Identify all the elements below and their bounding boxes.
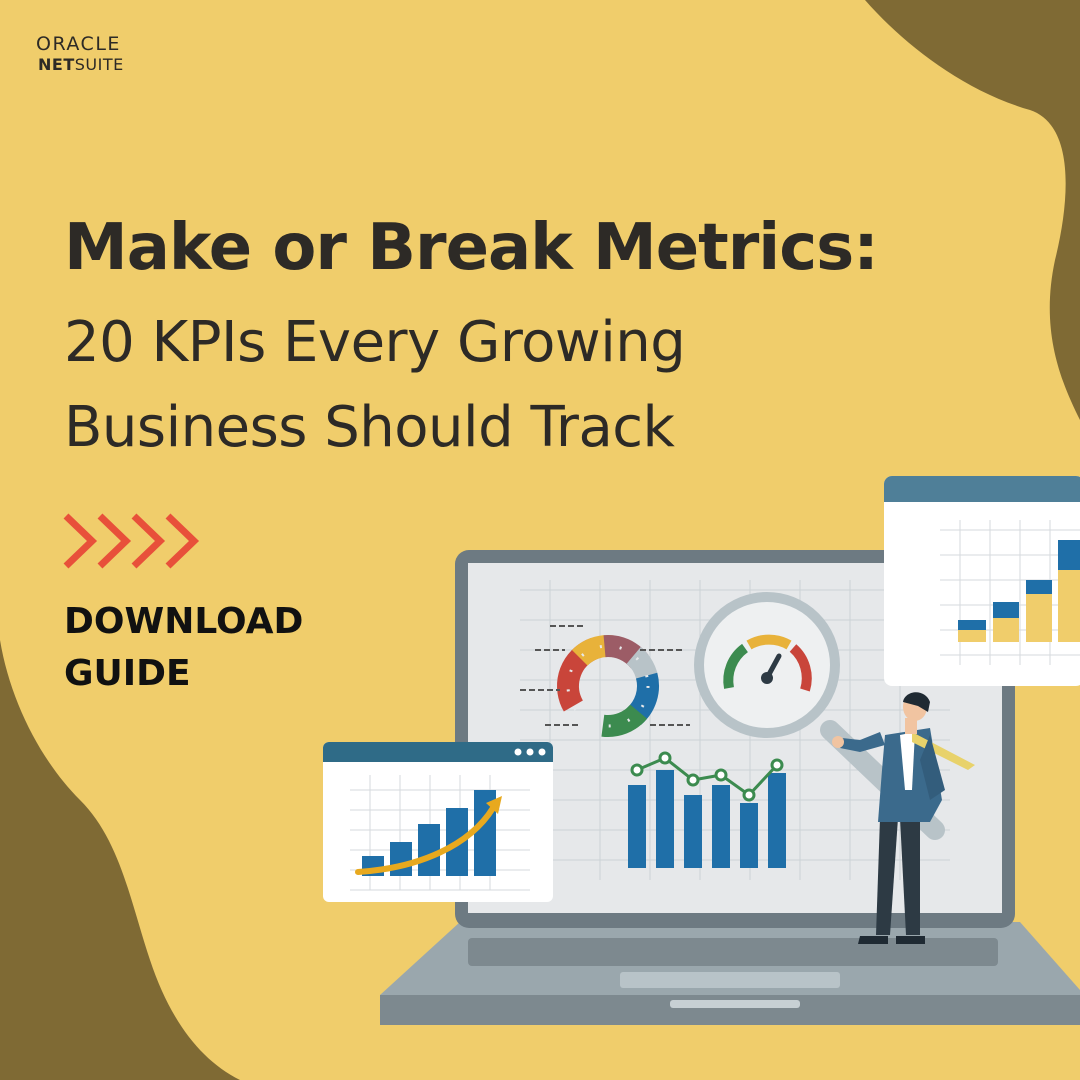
cta-line2: GUIDE <box>64 653 191 694</box>
headline-title: Make or Break Metrics: <box>64 211 879 285</box>
oracle-netsuite-logo[interactable]: ORACLE NETSUITE <box>36 34 124 76</box>
headline-subtitle-line2: Business Should Track <box>64 395 675 460</box>
headline-subtitle-line1: 20 KPIs Every Growing <box>64 310 686 375</box>
logo-line2: NETSUITE <box>36 54 124 76</box>
logo-suite: SUITE <box>74 55 124 74</box>
download-guide-button[interactable]: DOWNLOAD GUIDE <box>64 596 303 700</box>
logo-net: NET <box>38 55 75 74</box>
cta-line1: DOWNLOAD <box>64 601 304 642</box>
logo-line1: ORACLE <box>36 33 121 55</box>
chevron-arrows-icon <box>63 513 200 569</box>
